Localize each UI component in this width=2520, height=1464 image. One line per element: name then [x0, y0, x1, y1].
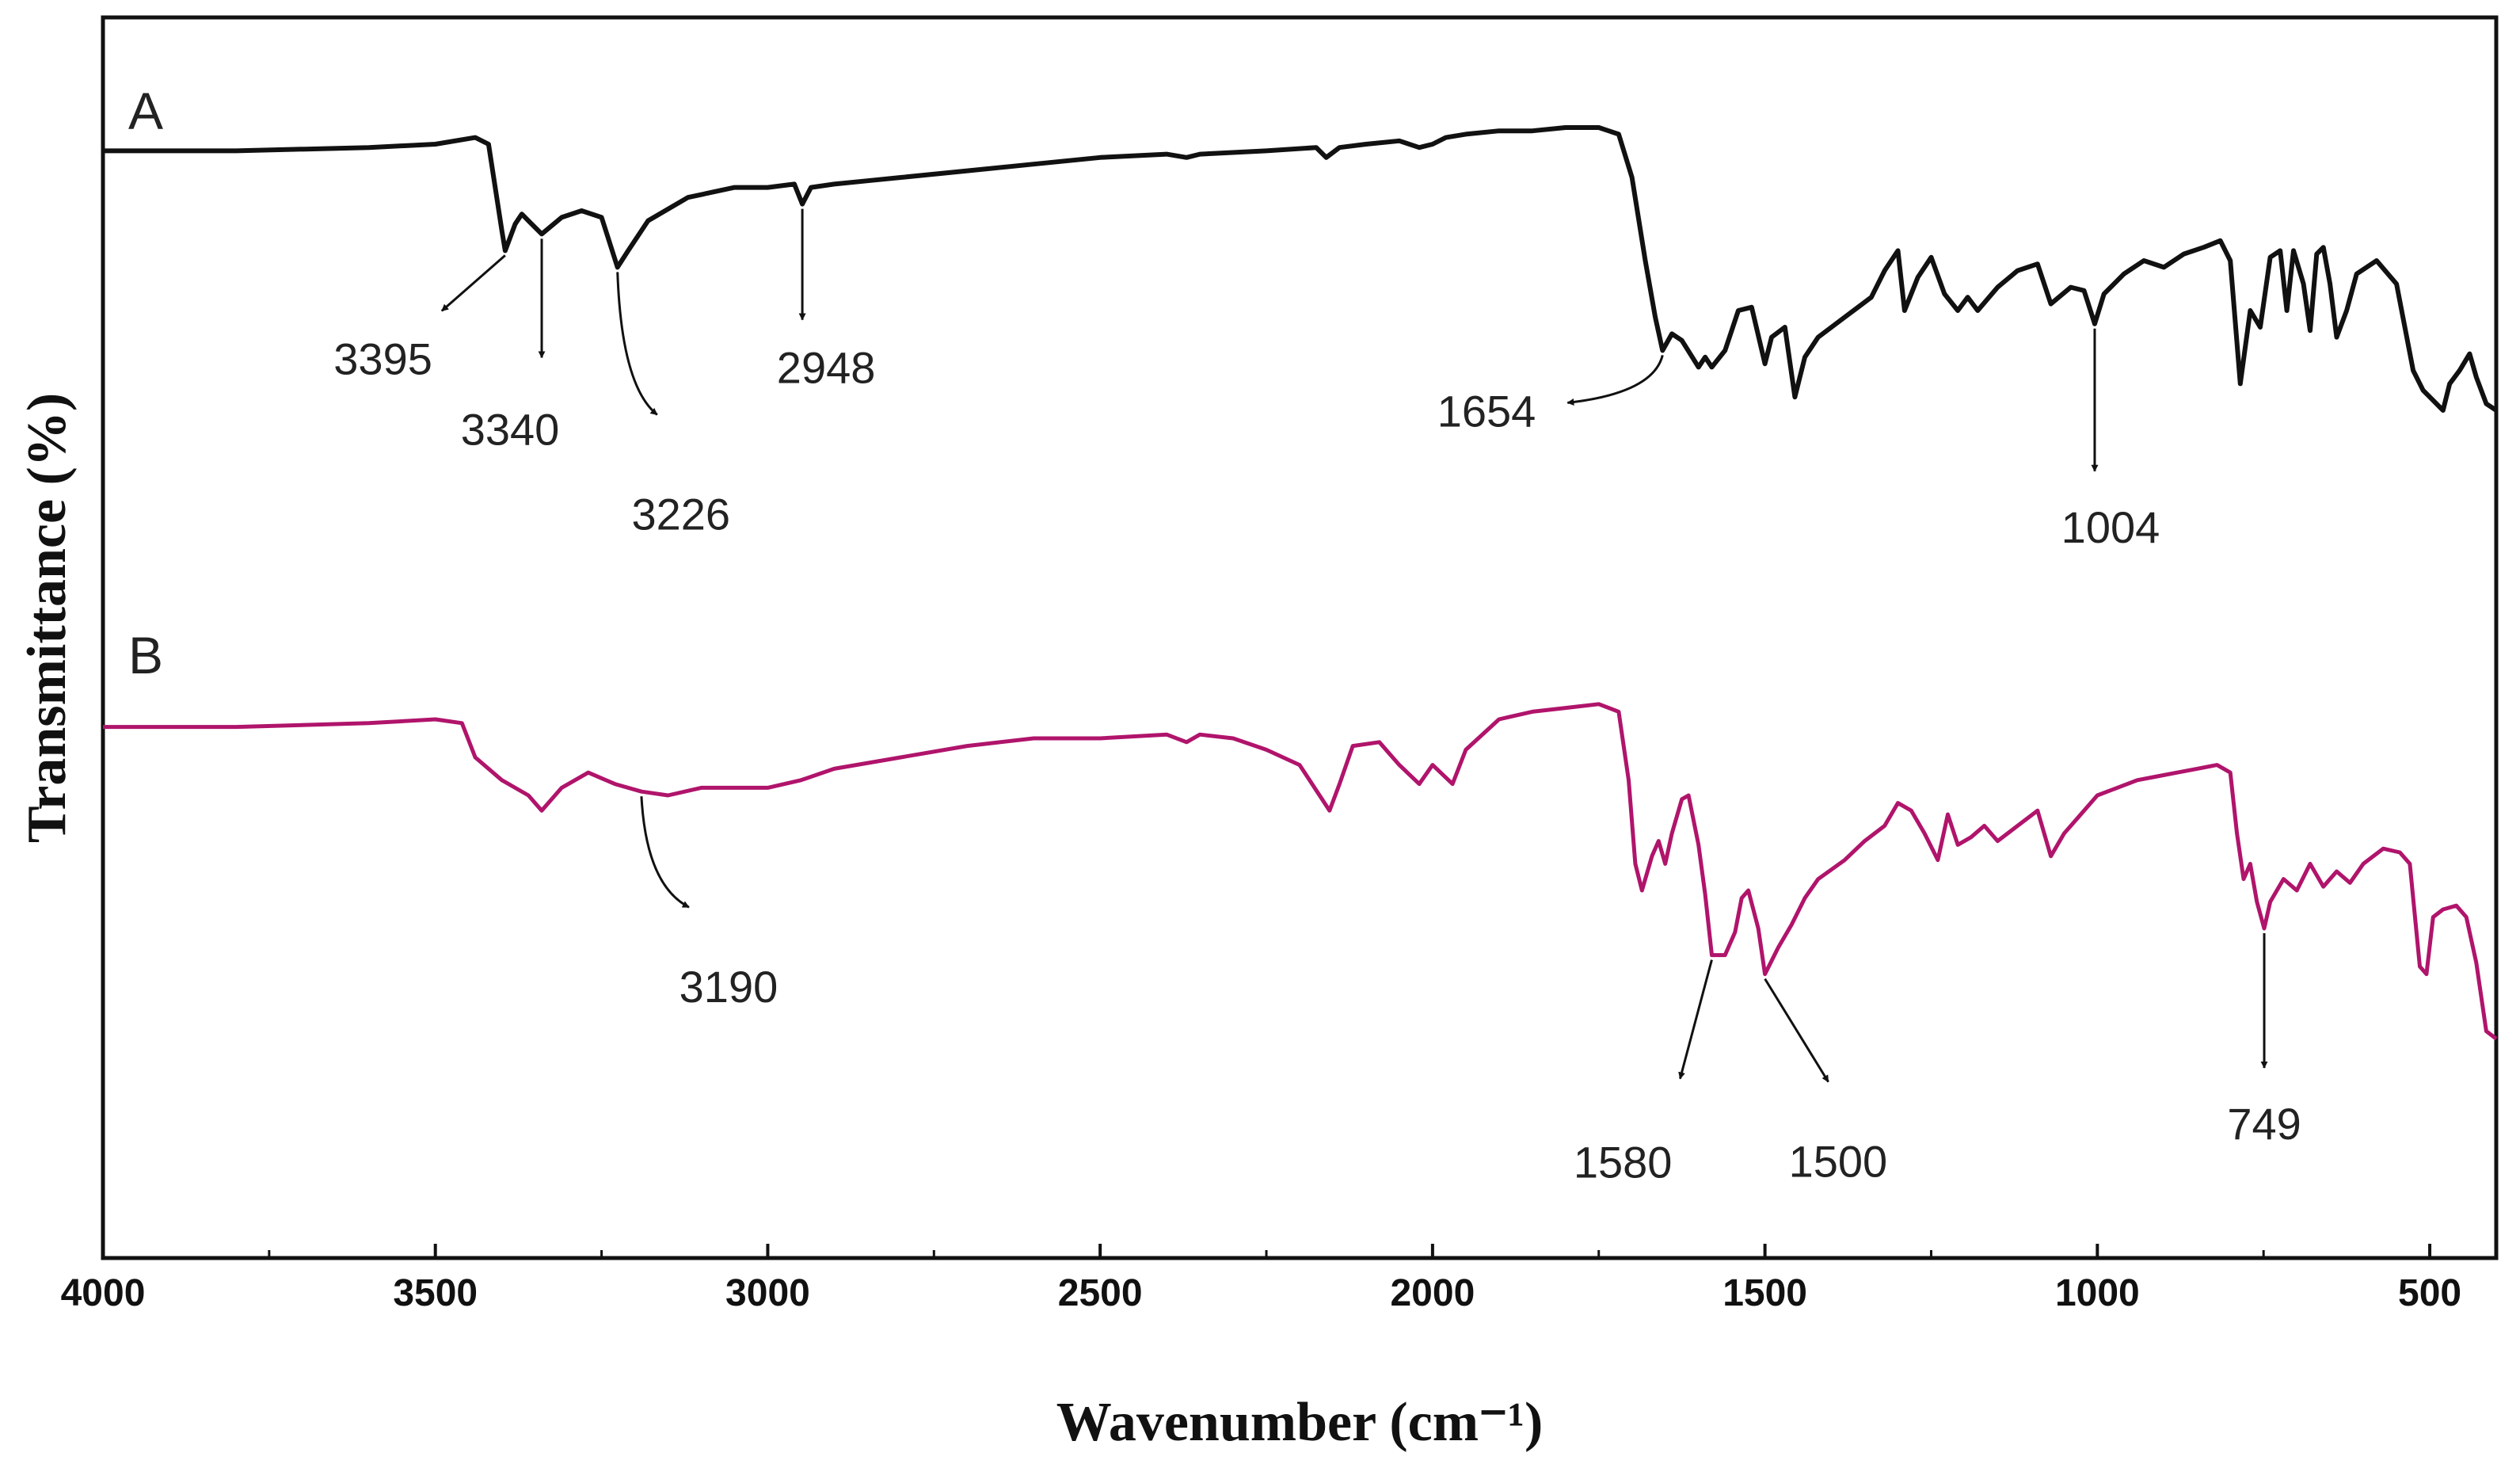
annotation-arrow	[440, 254, 506, 312]
series-line-b	[103, 702, 2498, 1041]
annotation-arrow	[1764, 978, 1829, 1083]
peak-label: 3340	[461, 404, 560, 454]
panel-label-b: B	[128, 626, 163, 684]
annotation-arrow	[640, 796, 690, 909]
peak-label: 1580	[1574, 1138, 1673, 1188]
annotation-arrow	[1566, 355, 1664, 406]
peak-annotations: 3395 3340 3226 2948 1654 1004 3190 1580 1500 749	[333, 208, 2301, 1188]
x-tick-label: 3500	[393, 1272, 478, 1314]
series-line-a	[103, 125, 2498, 413]
x-tick-label: 4000	[61, 1272, 146, 1314]
panel-label-a: A	[128, 82, 163, 140]
x-axis-ticks: 4000 3500 3000 2500 2000 1500 1000 500	[61, 1244, 2461, 1314]
plot-frame	[101, 15, 2499, 1260]
peak-label: 3190	[679, 962, 778, 1012]
peak-label: 1500	[1789, 1137, 1888, 1187]
x-tick-label: 3000	[725, 1272, 810, 1314]
x-axis-title: Wavenumber (cm⁻¹)	[1056, 1392, 1544, 1453]
x-tick-label: 2500	[1058, 1272, 1143, 1314]
peak-label: 1004	[2061, 502, 2160, 552]
annotation-arrow	[1678, 959, 1713, 1080]
peak-label: 749	[2227, 1099, 2301, 1149]
peak-label: 3395	[333, 334, 432, 383]
peak-label: 2948	[777, 343, 876, 393]
x-tick-label: 2000	[1390, 1272, 1475, 1314]
peak-label: 3226	[631, 489, 730, 539]
peak-label: 1654	[1437, 386, 1536, 436]
x-tick-label: 1500	[1723, 1272, 1807, 1314]
annotation-arrow	[616, 272, 658, 416]
x-tick-label: 1000	[2055, 1272, 2140, 1314]
x-tick-label: 500	[2398, 1272, 2461, 1314]
y-axis-title: Transmittance (%)	[17, 393, 78, 843]
